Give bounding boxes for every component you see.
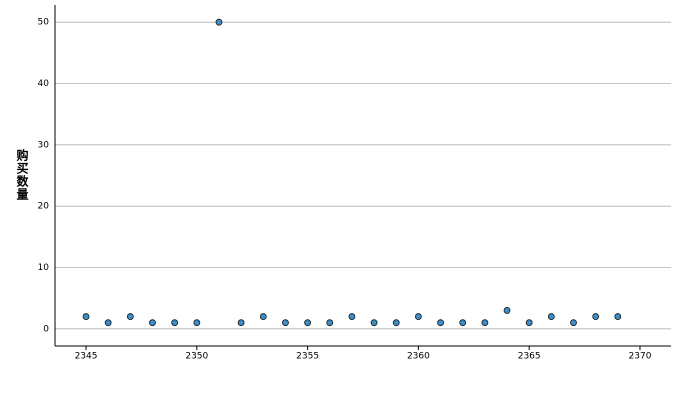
point [348, 313, 356, 320]
point [503, 307, 511, 314]
y-tick-label: 50 [38, 18, 50, 28]
y-tick-label: 20 [38, 202, 50, 212]
point [104, 319, 112, 327]
point [392, 319, 400, 327]
point [459, 319, 467, 327]
point [171, 319, 179, 327]
y-tick-label: 30 [38, 140, 50, 150]
point [414, 313, 422, 320]
point [304, 319, 312, 327]
x-tick-label: 2355 [296, 352, 319, 362]
point [237, 319, 245, 327]
y-axis-label: 购买数量 [15, 148, 29, 201]
y-tick-label: 0 [43, 324, 49, 334]
point [614, 313, 622, 320]
point [326, 319, 334, 327]
point [570, 319, 577, 327]
point [259, 313, 267, 320]
point [126, 313, 134, 320]
point [525, 319, 533, 327]
point [370, 319, 378, 327]
point [547, 313, 555, 320]
point [282, 319, 289, 327]
point [481, 319, 489, 327]
point [82, 313, 90, 320]
point [592, 313, 600, 320]
point [149, 319, 156, 327]
x-tick-label: 2360 [407, 352, 430, 362]
x-tick-label: 2365 [518, 352, 541, 362]
point [215, 18, 223, 26]
point [193, 319, 201, 327]
x-tick-label: 2370 [629, 352, 652, 362]
x-tick-label: 2350 [185, 352, 208, 362]
y-tick-label: 10 [38, 263, 50, 273]
point [437, 319, 444, 327]
y-tick-label: 40 [38, 79, 50, 89]
x-tick-label: 2345 [75, 352, 98, 362]
